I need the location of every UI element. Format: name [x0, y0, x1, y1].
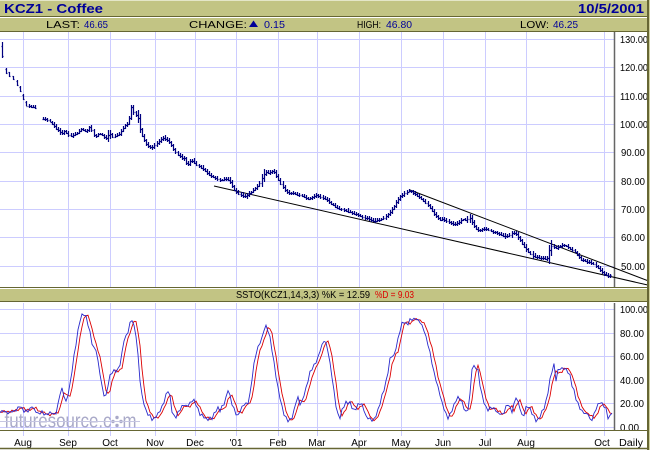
svg-text:20.00: 20.00 — [620, 399, 644, 410]
svg-text:Dec: Dec — [186, 438, 204, 449]
svg-text:'01: '01 — [229, 438, 242, 449]
svg-text:100.00: 100.00 — [620, 305, 648, 316]
svg-text:120.00: 120.00 — [620, 63, 648, 74]
svg-text:%D = 9.03: %D = 9.03 — [375, 289, 414, 301]
svg-text:LAST:: LAST: — [46, 19, 80, 31]
svg-text:46.80: 46.80 — [386, 19, 412, 31]
svg-text:Oct: Oct — [594, 438, 610, 449]
svg-text:Feb: Feb — [269, 438, 287, 449]
svg-text:LOW:: LOW: — [520, 19, 549, 31]
svg-text:70.00: 70.00 — [621, 205, 645, 216]
svg-text:130.00: 130.00 — [620, 35, 648, 46]
svg-text:60.00: 60.00 — [621, 233, 645, 244]
svg-text:Aug: Aug — [14, 438, 32, 449]
svg-text:Jul: Jul — [479, 438, 492, 449]
svg-text:SSTO(KCZ1,14,3,3) %K = 12.59: SSTO(KCZ1,14,3,3) %K = 12.59 — [236, 289, 370, 301]
svg-text:Oct: Oct — [102, 438, 118, 449]
svg-text:50.00: 50.00 — [621, 262, 645, 273]
svg-text:80.00: 80.00 — [621, 177, 645, 188]
svg-text:HIGH:: HIGH: — [357, 19, 381, 31]
svg-text:0.15: 0.15 — [264, 19, 285, 31]
svg-text:KCZ1 - Coffee: KCZ1 - Coffee — [4, 1, 103, 16]
svg-text:Sep: Sep — [59, 438, 77, 449]
svg-text:80.00: 80.00 — [620, 329, 644, 340]
svg-text:May: May — [392, 438, 411, 449]
svg-text:Jun: Jun — [435, 438, 451, 449]
svg-text:Aug: Aug — [517, 438, 535, 449]
svg-text:90.00: 90.00 — [621, 148, 645, 159]
svg-text:60.00: 60.00 — [620, 352, 644, 363]
svg-text:Apr: Apr — [351, 438, 367, 449]
svg-text:46.25: 46.25 — [553, 19, 578, 31]
svg-text:10/5/2001: 10/5/2001 — [578, 1, 644, 16]
svg-text:0.00: 0.00 — [620, 423, 639, 434]
svg-text:100.00: 100.00 — [620, 120, 648, 131]
svg-text:110.00: 110.00 — [620, 92, 648, 103]
svg-text:CHANGE:: CHANGE: — [189, 19, 247, 31]
svg-text:40.00: 40.00 — [620, 376, 644, 387]
svg-text:Mar: Mar — [308, 438, 326, 449]
svg-text:Nov: Nov — [146, 438, 164, 449]
svg-text:46.65: 46.65 — [84, 19, 108, 31]
svg-text:Daily: Daily — [619, 438, 643, 449]
